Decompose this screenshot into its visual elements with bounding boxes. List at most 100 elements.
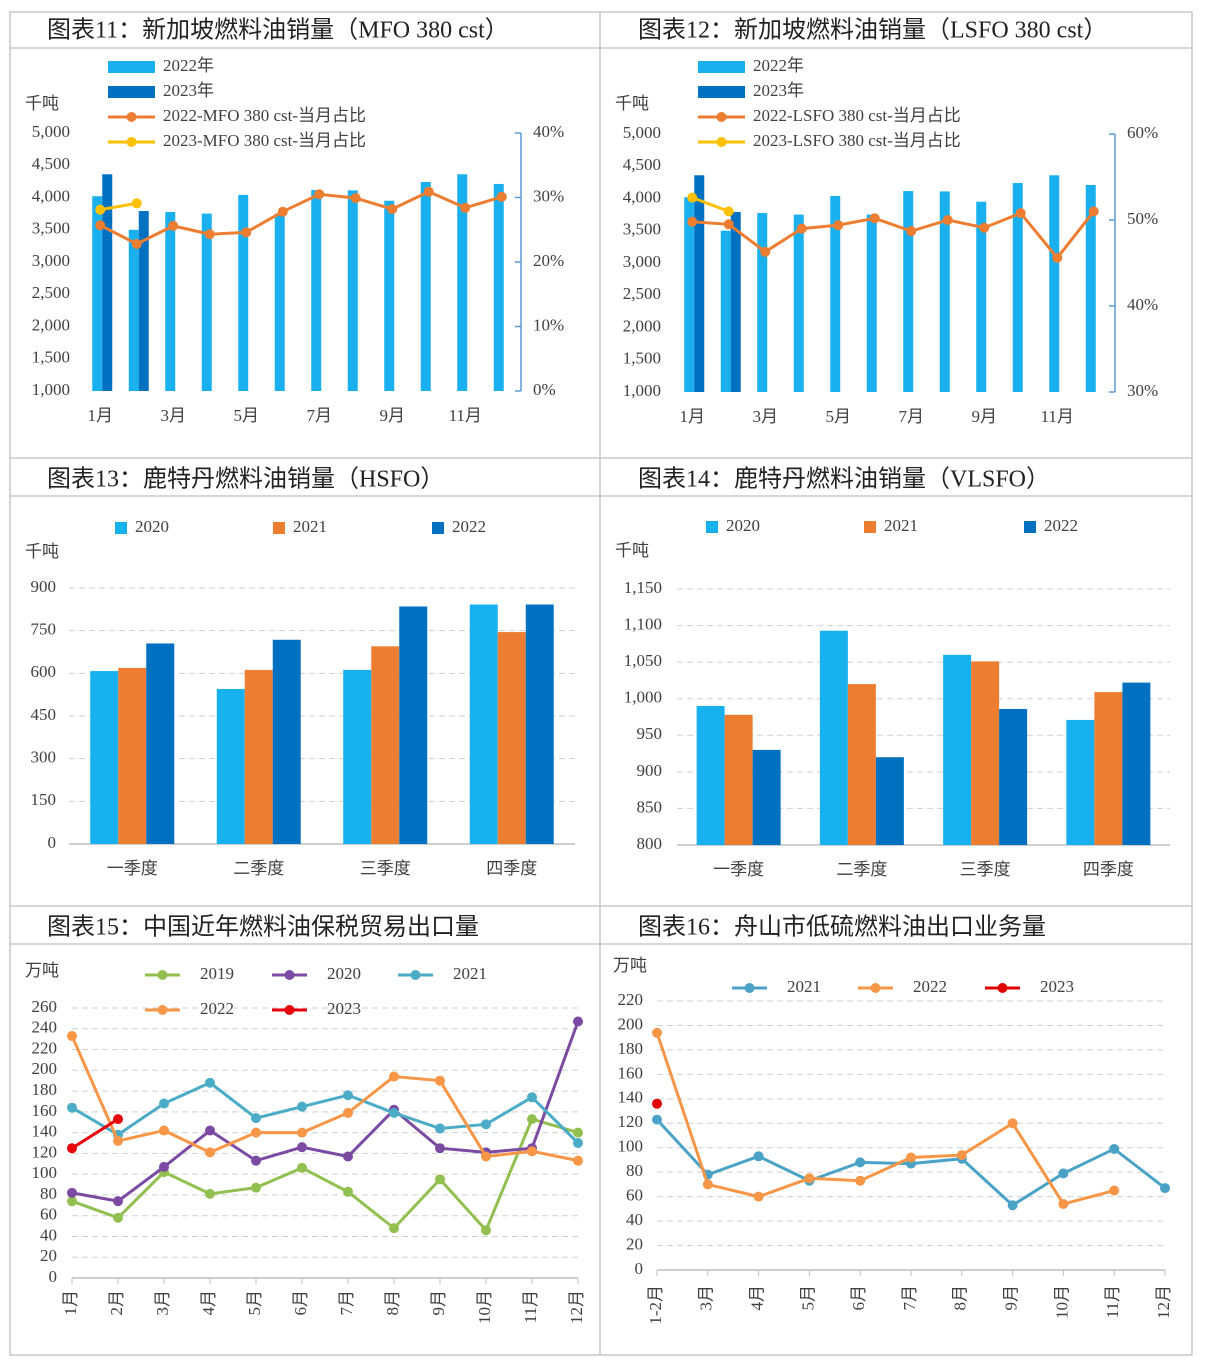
- x-tick-label: 一季度: [713, 860, 764, 879]
- y-axis-unit: 千吨: [615, 541, 649, 560]
- legend-swatch: [432, 522, 444, 534]
- marker: [652, 1027, 662, 1038]
- legend-swatch: [698, 61, 745, 73]
- legend-label: 2022: [1044, 516, 1078, 535]
- y-tick-label: 1,000: [32, 380, 70, 399]
- bar: [847, 684, 876, 845]
- y-tick-label: 220: [618, 990, 644, 1009]
- marker: [435, 1075, 445, 1086]
- marker: [205, 1125, 215, 1136]
- marker: [95, 220, 106, 231]
- legend-swatch: [870, 983, 881, 993]
- y-tick-label: 150: [31, 790, 57, 809]
- legend-swatch: [410, 970, 421, 980]
- y-tick-label: 180: [32, 1080, 58, 1099]
- marker: [343, 1090, 353, 1101]
- marker: [942, 215, 953, 225]
- marker: [131, 198, 142, 209]
- bar: [457, 174, 468, 391]
- marker: [573, 1155, 583, 1166]
- bar: [138, 211, 149, 391]
- x-tick-label: 2月: [107, 1290, 126, 1316]
- bar: [1049, 175, 1060, 392]
- y-tick-label: 950: [637, 724, 663, 743]
- bar: [420, 182, 431, 391]
- marker: [205, 1147, 215, 1158]
- marker: [297, 1142, 307, 1153]
- legend-label: 2022年: [163, 56, 214, 75]
- marker: [804, 1173, 815, 1184]
- marker: [251, 1127, 261, 1138]
- marker: [956, 1150, 967, 1161]
- x-tick-label: 四季度: [486, 859, 537, 878]
- y2-tick-label: 60%: [1127, 123, 1158, 142]
- y2-tick-label: 30%: [533, 186, 564, 205]
- marker: [652, 1114, 662, 1125]
- bar: [165, 212, 176, 391]
- marker: [435, 1174, 445, 1185]
- marker: [573, 1016, 583, 1027]
- y-tick-label: 1,050: [624, 651, 662, 670]
- legend-label: 2020: [327, 964, 361, 983]
- legend-swatch: [108, 86, 155, 98]
- marker: [159, 1125, 169, 1136]
- legend-swatch: [273, 522, 285, 534]
- bar: [1012, 183, 1023, 392]
- legend-label: 2022-LSFO 380 cst-当月占比: [753, 106, 961, 125]
- legend-label: 2021: [453, 964, 487, 983]
- bar: [752, 749, 781, 845]
- marker: [251, 1182, 261, 1193]
- marker: [204, 229, 215, 240]
- marker: [855, 1157, 866, 1168]
- bar: [999, 708, 1028, 845]
- x-tick-label: 二季度: [836, 860, 887, 879]
- bar: [976, 201, 987, 392]
- marker: [67, 1031, 77, 1042]
- y-tick-label: 600: [31, 662, 57, 681]
- y-tick-label: 20: [626, 1234, 643, 1253]
- marker: [314, 189, 325, 200]
- legend-swatch: [1024, 521, 1036, 533]
- marker: [67, 1196, 77, 1207]
- legend-swatch: [716, 137, 727, 147]
- marker: [343, 1151, 353, 1162]
- marker: [251, 1155, 261, 1166]
- y2-tick-label: 30%: [1127, 381, 1158, 400]
- marker: [297, 1162, 307, 1173]
- legend-label: 2022: [913, 977, 947, 996]
- y-tick-label: 100: [32, 1163, 58, 1182]
- marker: [1109, 1185, 1120, 1196]
- marker: [297, 1101, 307, 1112]
- legend-swatch: [284, 970, 295, 980]
- marker: [723, 206, 734, 217]
- marker: [979, 222, 990, 233]
- x-tick-label: 5月: [245, 1290, 264, 1316]
- y2-tick-label: 40%: [533, 122, 564, 141]
- legend-label: 2023年: [753, 81, 804, 100]
- chart-title: 图表14：鹿特丹燃料油销量（VLSFO）: [638, 466, 1050, 493]
- bar: [146, 643, 175, 844]
- x-tick-label: 11月: [521, 1290, 540, 1323]
- marker: [652, 1098, 662, 1109]
- marker: [205, 1188, 215, 1199]
- legend-swatch: [115, 522, 127, 534]
- x-tick-label: 6月: [849, 1285, 868, 1311]
- marker: [833, 220, 844, 231]
- marker: [343, 1186, 353, 1197]
- legend-swatch: [997, 983, 1008, 993]
- x-tick-label: 6月: [291, 1290, 310, 1316]
- y-axis-unit: 千吨: [615, 94, 649, 113]
- marker: [1058, 1198, 1069, 1209]
- chart-title: 图表16：舟山市低硫燃料油出口业务量: [638, 914, 1046, 941]
- bar: [903, 191, 914, 392]
- x-tick-label: 3月: [153, 1290, 172, 1316]
- legend-label: 2023: [1040, 977, 1074, 996]
- y-tick-label: 450: [31, 705, 57, 724]
- marker: [435, 1123, 445, 1134]
- y-tick-label: 120: [618, 1112, 644, 1131]
- y-tick-label: 900: [31, 577, 57, 596]
- marker: [297, 1127, 307, 1138]
- x-tick-label: 10月: [1052, 1285, 1071, 1319]
- y-tick-label: 0: [635, 1259, 644, 1278]
